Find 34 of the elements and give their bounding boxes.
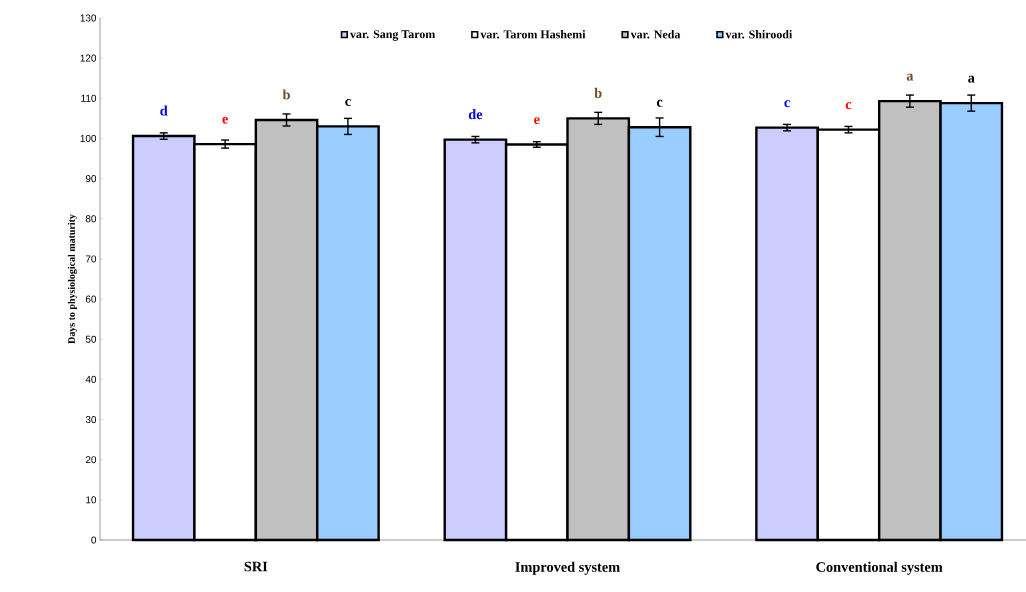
data-label: a bbox=[906, 73, 914, 81]
y-tick-label: 130 bbox=[80, 14, 97, 22]
data-label: b bbox=[282, 89, 290, 100]
y-axis-title: Days to physiological maturity bbox=[67, 214, 78, 344]
data-label: e bbox=[222, 116, 228, 124]
y-tick-label: 90 bbox=[85, 175, 97, 183]
y-tick-label: 100 bbox=[80, 134, 97, 142]
y-tick-label: 0 bbox=[91, 536, 97, 544]
data-label: c bbox=[345, 99, 351, 106]
y-tick-label: 70 bbox=[85, 255, 97, 263]
data-label: e bbox=[534, 117, 540, 125]
x-tick-label: Improved system bbox=[515, 561, 620, 575]
y-tick-label: 30 bbox=[85, 416, 97, 424]
x-tick-label: Conventional system bbox=[816, 561, 943, 575]
data-label: a bbox=[968, 75, 975, 83]
legend-label: var. Shiroodi bbox=[725, 30, 793, 39]
y-tick-label: 10 bbox=[86, 496, 97, 504]
legend-label: var. Neda bbox=[630, 30, 681, 39]
y-tick-label: 110 bbox=[81, 94, 97, 102]
y-tick-label: 50 bbox=[85, 335, 97, 343]
data-label: c bbox=[784, 100, 790, 108]
legend-label: var. Sang Tarom bbox=[350, 30, 436, 41]
data-label: b bbox=[594, 87, 602, 98]
y-tick-label: 60 bbox=[85, 295, 97, 303]
y-tick-label: 120 bbox=[80, 54, 97, 62]
y-tick-label: 20 bbox=[85, 456, 97, 464]
data-label: c bbox=[656, 99, 663, 107]
y-tick-label: 80 bbox=[85, 215, 97, 223]
data-label: de bbox=[468, 109, 483, 120]
legend-label: var. Tarom Hashemi bbox=[480, 30, 586, 39]
x-tick-label: SRI bbox=[244, 561, 268, 572]
data-label: c bbox=[845, 102, 852, 110]
y-tick-label: 40 bbox=[85, 375, 97, 383]
data-label: d bbox=[160, 105, 168, 116]
